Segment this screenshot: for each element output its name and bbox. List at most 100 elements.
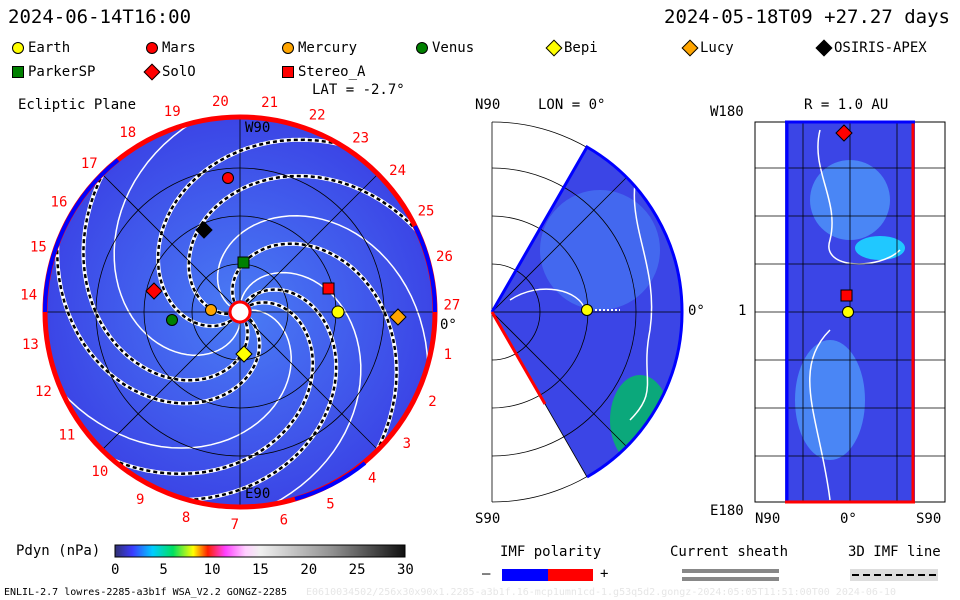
legend-label: Stereo_A xyxy=(298,64,366,80)
radial-top-left: W180 xyxy=(710,104,744,120)
rotation-label: 16 xyxy=(51,195,68,211)
rotation-label: 18 xyxy=(119,125,136,141)
current-sheath-line xyxy=(156,138,381,328)
colorbar-tick-label: 10 xyxy=(203,562,221,578)
circle-marker-icon xyxy=(146,42,158,54)
rotation-label: 13 xyxy=(22,337,39,353)
lucy-marker xyxy=(389,308,407,326)
colorbar-tick-label: 0 xyxy=(111,562,120,578)
colorbar-tick-label: 25 xyxy=(348,562,366,578)
circle-marker-icon xyxy=(416,42,428,54)
bepi-marker xyxy=(235,345,253,363)
legend-label: Mercury xyxy=(298,40,358,56)
rotation-label: 14 xyxy=(20,288,37,304)
current-sheath-line xyxy=(144,288,338,502)
legend-label: Bepi xyxy=(564,40,598,56)
colorbar-tick-label: 20 xyxy=(300,562,318,578)
imf-positive-swatch xyxy=(548,569,593,581)
colorbar-title: Pdyn (nPa) xyxy=(16,543,101,559)
current-sheath-swatch xyxy=(682,569,779,581)
mercury-marker xyxy=(205,304,217,316)
legend-label: ParkerSP xyxy=(28,64,96,80)
ecliptic-title: Ecliptic Plane xyxy=(18,97,137,113)
ecliptic-bottom-label: E90 xyxy=(245,486,271,502)
colorbar-tick-label: 5 xyxy=(159,562,168,578)
rotation-label: 10 xyxy=(91,464,108,480)
sun xyxy=(228,300,252,324)
rotation-label: 22 xyxy=(309,108,326,124)
rotation-label: 19 xyxy=(164,104,181,120)
imf-polarity-title: IMF polarity xyxy=(500,544,602,560)
solo-marker-radial xyxy=(835,124,853,142)
legend-label: Lucy xyxy=(700,40,734,56)
circle-marker-icon xyxy=(282,42,294,54)
solo-marker xyxy=(145,282,163,300)
imf-line xyxy=(231,271,362,507)
meridional-right-label: 0° xyxy=(688,303,705,319)
footer-run: E0610034502/256x30x90x1.2285-a3b1f.16-mc… xyxy=(306,587,897,598)
meridional-bottom-label: S90 xyxy=(475,511,501,527)
square-marker-icon xyxy=(282,66,294,78)
rotation-label: 8 xyxy=(182,510,190,526)
rotation-label: 12 xyxy=(35,384,52,400)
rotation-label: 6 xyxy=(280,512,288,528)
rotation-label: 27 xyxy=(443,298,460,314)
current-sheath-line xyxy=(55,200,261,405)
rotation-label: 24 xyxy=(389,163,406,179)
ecliptic-right-label: 0° xyxy=(440,317,457,333)
venus-marker xyxy=(166,314,178,326)
radial-x-left: N90 xyxy=(755,511,781,527)
rotation-label: 26 xyxy=(436,249,453,265)
rotation-label: 1 xyxy=(444,347,452,363)
rotation-label: 5 xyxy=(326,497,334,513)
legend-item-venus: Venus xyxy=(416,40,474,56)
rotation-label: 17 xyxy=(81,156,98,172)
circle-marker-icon xyxy=(12,42,24,54)
imf-negative-swatch xyxy=(502,569,548,581)
radial-mid-left: 1 xyxy=(738,303,747,319)
imf-line xyxy=(113,117,241,356)
reference-time: 2024-05-18T09 +27.27 days xyxy=(664,6,950,28)
imf-line xyxy=(45,309,292,449)
imf-line-title: 3D IMF line xyxy=(848,544,941,560)
legend-item-lucy: Lucy xyxy=(681,39,734,57)
stereo-a-marker xyxy=(322,282,335,295)
legend-item-osiris-apex: OSIRIS-APEX xyxy=(815,39,927,57)
earth-marker xyxy=(331,305,345,319)
legend-label: Venus xyxy=(432,40,475,56)
meridional-plot xyxy=(490,121,684,503)
mars-marker xyxy=(222,172,234,184)
radial-bottom-left: E180 xyxy=(710,503,744,519)
colorbar xyxy=(114,544,406,558)
rotation-label: 9 xyxy=(136,492,144,508)
radial-x-mid: 0° xyxy=(840,511,857,527)
imf-minus-label: – xyxy=(482,566,491,582)
rotation-label: 20 xyxy=(212,94,229,110)
osiris-apex-marker xyxy=(195,221,213,239)
imf-plus-label: + xyxy=(600,566,609,582)
rotation-label: 3 xyxy=(403,436,411,452)
footer-model: ENLIL-2.7 lowres-2285-a3b1f WSA_V2.2 GON… xyxy=(4,587,287,598)
earth-marker-radial xyxy=(842,306,854,318)
rotation-label: 4 xyxy=(368,471,376,487)
parkersp-marker xyxy=(237,256,250,269)
legend-item-parkersp: ParkerSP xyxy=(12,64,95,80)
rotation-label: 11 xyxy=(59,427,76,443)
rotation-label: 23 xyxy=(352,131,369,147)
rotation-label: 2 xyxy=(428,394,436,410)
legend-label: Mars xyxy=(162,40,196,56)
radial-x-right: S90 xyxy=(916,511,942,527)
current-sheath-line xyxy=(187,174,435,316)
stereo-a-marker-radial xyxy=(840,289,853,302)
legend-label: OSIRIS-APEX xyxy=(834,40,927,56)
datetime: 2024-06-14T16:00 xyxy=(8,6,192,28)
colorbar-tick-label: 15 xyxy=(252,562,269,578)
square-marker-icon xyxy=(12,66,24,78)
legend-item-mars: Mars xyxy=(146,40,196,56)
rotation-label: 25 xyxy=(418,203,435,219)
legend-label: SolO xyxy=(162,64,196,80)
meridional-lon: LON = 0° xyxy=(538,97,606,113)
imf-line xyxy=(216,215,429,408)
imf-line-swatch xyxy=(850,569,938,581)
